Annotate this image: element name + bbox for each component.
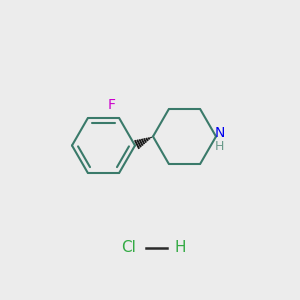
Text: H: H (215, 140, 225, 153)
Text: N: N (215, 127, 225, 140)
Text: F: F (108, 98, 116, 112)
Text: H: H (174, 240, 186, 255)
Text: Cl: Cl (122, 240, 136, 255)
